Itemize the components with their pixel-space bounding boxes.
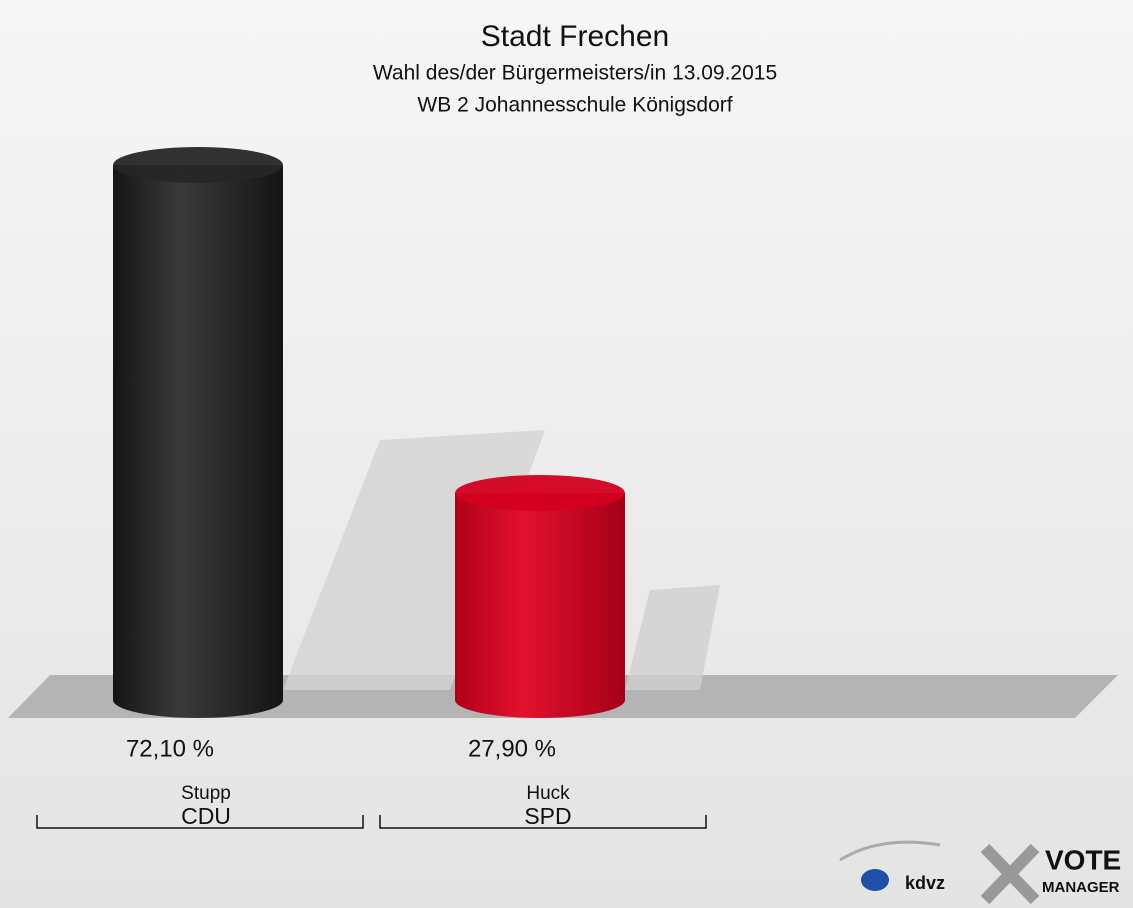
bar-top — [455, 474, 625, 511]
x-tick-label: Huck — [526, 783, 570, 804]
shadow — [625, 585, 720, 690]
logo-text: VOTE — [1045, 844, 1121, 875]
logo-text: kdvz — [905, 873, 945, 893]
subtitle: WB 2 Johannesschule Königsdorf — [417, 94, 732, 117]
bar — [113, 165, 283, 700]
bar — [455, 492, 625, 700]
value-label: 72,10 % — [126, 735, 214, 762]
bar-top — [113, 147, 283, 183]
subtitle: Wahl des/der Bürgermeisters/in 13.09.201… — [373, 62, 777, 85]
logo-text: MANAGER — [1042, 879, 1120, 896]
bracket — [379, 815, 707, 829]
party-label: CDU — [181, 803, 231, 829]
party-label: SPD — [524, 803, 571, 829]
logo-swoosh — [839, 840, 941, 862]
value-label: 27,90 % — [468, 735, 556, 762]
bracket — [36, 815, 364, 829]
logo-x — [980, 843, 1040, 905]
logo: kdvz VOTE MANAGER — [839, 840, 1121, 905]
chart-title: Stadt Frechen — [481, 20, 669, 53]
x-tick-label: Stupp — [181, 783, 231, 804]
logo-globe — [861, 869, 889, 891]
brackets — [36, 815, 707, 829]
